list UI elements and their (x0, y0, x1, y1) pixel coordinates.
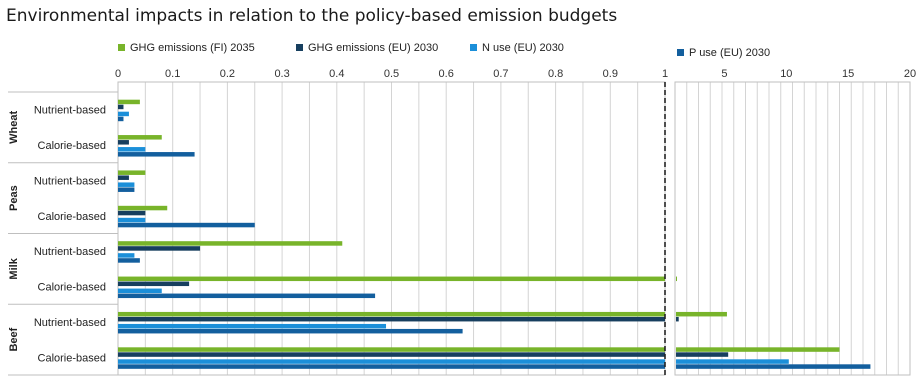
category-label: Calorie-based (38, 282, 106, 294)
x-tick-label: 10 (780, 68, 792, 80)
legend-label: P use (EU) 2030 (689, 47, 770, 59)
bar (118, 170, 146, 175)
x-tick-label: 0.1 (165, 68, 180, 80)
x-tick-label: 0.5 (384, 68, 399, 80)
x-tick-label: 15 (842, 68, 854, 80)
x-tick-label: 0.4 (329, 68, 344, 80)
bar (118, 258, 140, 263)
bar (118, 316, 665, 322)
x-tick-label: 0.6 (439, 68, 454, 80)
bar (118, 281, 190, 287)
x-tick-label: 0 (115, 68, 121, 80)
category-label: Calorie-based (38, 352, 106, 364)
bar (676, 364, 871, 369)
bar (118, 182, 135, 187)
bar (118, 222, 255, 228)
bar (676, 316, 679, 322)
x-tick-label: 0.2 (220, 68, 235, 80)
group-label: Peas (8, 185, 20, 211)
legend-label: GHG emissions (FI) 2035 (130, 42, 255, 54)
bar (118, 352, 665, 357)
category-label: Nutrient-based (34, 317, 106, 329)
bar (118, 135, 162, 140)
bar (118, 111, 129, 117)
bar (118, 210, 146, 216)
bar (676, 347, 840, 352)
bar (676, 359, 789, 364)
category-label: Nutrient-based (34, 246, 106, 258)
plot-frame (674, 81, 911, 376)
bar (118, 276, 665, 282)
x-tick-label: 0.7 (493, 68, 508, 80)
group-label: Beef (8, 327, 20, 351)
category-label: Nutrient-based (34, 175, 106, 187)
legend-label: N use (EU) 2030 (482, 42, 564, 54)
bar (118, 347, 665, 352)
bar (118, 246, 201, 251)
x-tick-label: 0.9 (603, 68, 618, 80)
bar (118, 99, 140, 105)
bar (118, 364, 665, 369)
legend-swatch (677, 49, 684, 56)
category-label: Calorie-based (38, 211, 106, 223)
bar (118, 253, 135, 258)
bar (118, 328, 463, 334)
bar (118, 116, 124, 122)
bar (118, 293, 376, 299)
bar (118, 187, 135, 192)
bar (118, 217, 146, 223)
category-label: Calorie-based (38, 140, 106, 152)
bar (676, 352, 729, 357)
legend-swatch (296, 44, 303, 51)
x-tick-label: 20 (904, 68, 916, 80)
chart-title: Environmental impacts in relation to the… (6, 6, 618, 26)
bar (118, 147, 146, 152)
bar (118, 311, 665, 317)
category-label: Nutrient-based (34, 105, 106, 117)
legend-label: GHG emissions (EU) 2030 (308, 42, 438, 54)
bar (118, 104, 124, 110)
legend-swatch (118, 44, 125, 51)
bar (676, 311, 727, 317)
group-label: Wheat (8, 111, 20, 144)
bar (118, 359, 665, 364)
bar (118, 140, 129, 145)
bar (118, 205, 168, 211)
legend-swatch (470, 44, 477, 51)
x-tick-label: 1 (662, 68, 668, 80)
x-tick-label: 5 (721, 68, 727, 80)
bar (118, 152, 195, 157)
bar (118, 175, 129, 180)
bar (118, 241, 343, 246)
x-tick-label: 0.8 (548, 68, 563, 80)
group-label: Milk (8, 257, 20, 279)
bar (676, 276, 677, 282)
bar (118, 323, 387, 329)
x-tick-label: 0.3 (274, 68, 289, 80)
bar (118, 288, 162, 294)
